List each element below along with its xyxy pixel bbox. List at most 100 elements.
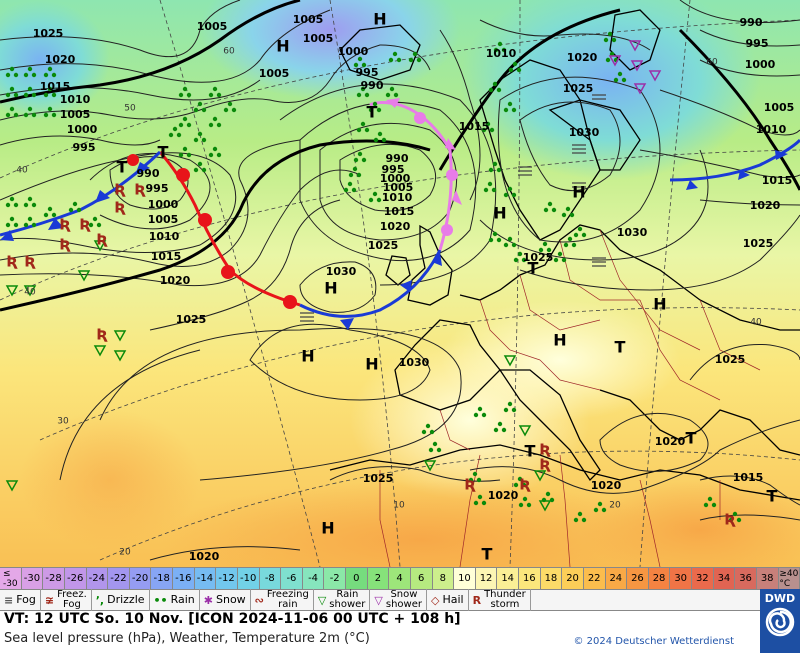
isobar-label: 1000 <box>338 45 369 58</box>
latitude-label: 20 <box>119 548 131 558</box>
latitude-label: 30 <box>57 417 69 427</box>
isobar-label: 1020 <box>488 489 519 502</box>
thunderstorm-symbol: Ʀ <box>24 253 36 271</box>
rain-shower-symbol <box>5 480 19 492</box>
rain-dot <box>543 201 557 213</box>
rain-dot <box>513 251 527 263</box>
legend-item: ▽ Snow shower <box>370 589 427 611</box>
temperature-scale: ≤ -30 -30 -28 -26 -24 -22 -20 -18 -16 -14 -12 -10 -8… <box>0 567 800 590</box>
snow-shower-symbol <box>628 40 642 52</box>
high-pressure-label: H <box>301 347 314 366</box>
rain-dot <box>703 496 717 508</box>
rain-dot <box>518 496 532 508</box>
legend-item: ≡ Fog <box>0 589 41 611</box>
rain-shower-symbol <box>77 270 91 282</box>
snow-shower-symbol <box>608 55 622 67</box>
rain-dot <box>385 86 399 98</box>
rain-dot <box>23 216 37 228</box>
rain-dot <box>178 146 192 158</box>
thunderstorm-symbol: Ʀ <box>96 326 108 344</box>
info-panel: VT: 12 UTC So. 10 Nov. [ICON 2024-11-06 … <box>0 611 760 653</box>
rain-shower-symbol <box>538 500 552 512</box>
rain-dot <box>5 86 19 98</box>
scale-swatch: 12 <box>475 568 498 590</box>
scale-swatch: 16 <box>519 568 541 590</box>
rain-dot <box>208 116 222 128</box>
rain-dot <box>483 181 497 193</box>
thunderstorm-symbol: Ʀ <box>6 253 18 271</box>
rain-dot <box>193 131 207 143</box>
drizzle-icon: ʼ, <box>95 593 105 607</box>
isobar-label: 1030 <box>569 126 600 139</box>
scale-swatch: 24 <box>605 568 628 590</box>
thunderstorm-symbol: Ʀ <box>539 456 551 474</box>
rain-dot <box>493 421 507 433</box>
isobar-label: 1005 <box>303 32 334 45</box>
isobar-label: 1025 <box>33 27 64 40</box>
snow-icon: ✱ <box>203 593 213 607</box>
snow-shower-icon: ▽ <box>374 593 383 607</box>
scale-swatch: 32 <box>692 568 714 590</box>
rain-dot <box>168 126 182 138</box>
rain-dot <box>208 86 222 98</box>
thunderstorm-symbol: Ʀ <box>134 181 146 199</box>
scale-swatch: -22 <box>108 568 130 590</box>
isobar-label: 1015 <box>151 250 182 263</box>
rain-dot <box>573 226 587 238</box>
high-pressure-label: H <box>276 37 289 56</box>
legend-label: Snow <box>215 593 246 606</box>
rain-dot <box>356 121 370 133</box>
isobar-label: 1000 <box>148 198 179 211</box>
thunderstorm-symbol: Ʀ <box>59 236 71 254</box>
rain-dot <box>508 61 522 73</box>
rain-dot <box>5 196 19 208</box>
isobar-label: 1025 <box>563 82 594 95</box>
scale-swatch: -10 <box>237 568 260 590</box>
rain-dot <box>68 201 82 213</box>
scale-swatch: 8 <box>432 568 455 590</box>
rain-dot <box>23 196 37 208</box>
rain-dot <box>23 106 37 118</box>
scale-swatch: -16 <box>173 568 195 590</box>
isobar-label: 1030 <box>399 356 430 369</box>
legend-label: Freezing rain <box>266 589 309 610</box>
rain-dot <box>488 231 502 243</box>
isobar-label: 1020 <box>45 53 76 66</box>
legend-item: R Thunder storm <box>469 589 531 611</box>
thunderstorm-symbol: Ʀ <box>114 199 126 217</box>
isobar-label: 1025 <box>176 313 207 326</box>
isobar-label: 1020 <box>655 435 686 448</box>
isobar-label: 995 <box>382 163 405 176</box>
rain-dot <box>43 66 57 78</box>
scale-swatch: -6 <box>281 568 303 590</box>
scale-swatch: ≤ -30 <box>0 568 22 590</box>
legend-item: ∾ Freezing rain <box>251 589 314 611</box>
freezing-fog-icon: ≆ <box>44 593 55 607</box>
rain-dot <box>728 511 742 523</box>
freezing-rain-icon: ∾ <box>254 593 264 607</box>
rain-dot <box>5 66 19 78</box>
rain-dot <box>408 51 422 63</box>
low-pressure-label: T <box>158 143 169 162</box>
parameter-description: Sea level pressure (hPa), Weather, Tempe… <box>4 631 370 646</box>
thunderstorm-icon: R <box>472 593 482 607</box>
rain-shower-symbol <box>423 460 437 472</box>
rain-dot <box>178 116 192 128</box>
scale-swatch: -18 <box>151 568 173 590</box>
rain-dot <box>43 106 57 118</box>
scale-swatch: 28 <box>648 568 671 590</box>
isobar-label: 1025 <box>368 239 399 252</box>
latitude-label: 40 <box>24 288 36 298</box>
isobar-label: 1015 <box>384 205 415 218</box>
rain-shower-symbol <box>113 330 127 342</box>
isobar-label: 1010 <box>60 93 91 106</box>
rain-dot <box>513 476 527 488</box>
high-pressure-label: H <box>653 295 666 314</box>
low-pressure-label: T <box>686 429 697 448</box>
rain-dot <box>368 191 382 203</box>
rain-dot <box>343 181 357 193</box>
rain-dot <box>473 406 487 418</box>
thunderstorm-symbol: Ʀ <box>519 476 531 494</box>
